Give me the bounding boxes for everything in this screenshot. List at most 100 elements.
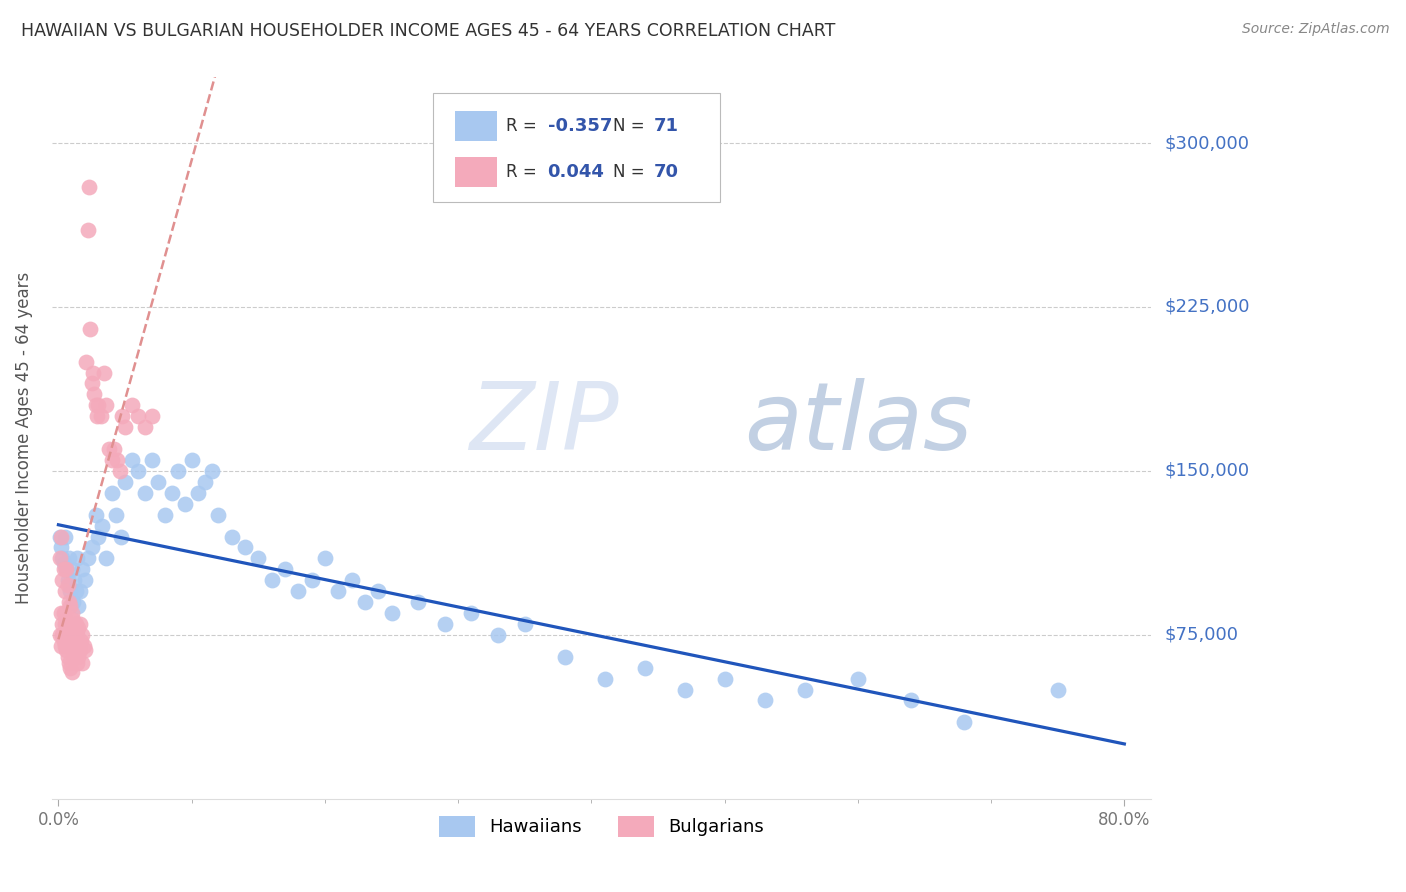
FancyBboxPatch shape	[456, 157, 496, 187]
Point	[1046, 682, 1069, 697]
Point	[72, 657, 94, 671]
Point	[134, 485, 156, 500]
Point	[96, 398, 118, 412]
Point	[900, 693, 922, 707]
Point	[53, 529, 76, 543]
Point	[433, 616, 456, 631]
Point	[180, 453, 202, 467]
Point	[76, 551, 98, 566]
Point	[66, 551, 89, 566]
FancyBboxPatch shape	[433, 94, 720, 202]
Point	[56, 649, 79, 664]
Point	[62, 595, 84, 609]
Point	[114, 420, 136, 434]
Point	[55, 613, 77, 627]
Point	[49, 606, 72, 620]
Point	[62, 613, 84, 627]
Point	[60, 562, 83, 576]
Text: $300,000: $300,000	[1166, 134, 1250, 152]
Point	[513, 616, 536, 631]
Point	[48, 529, 70, 543]
Text: 70: 70	[654, 163, 679, 181]
Point	[328, 584, 350, 599]
Text: -0.357: -0.357	[547, 118, 612, 136]
Point	[58, 657, 80, 671]
Text: N =: N =	[613, 118, 645, 136]
Point	[58, 551, 80, 566]
Point	[110, 529, 132, 543]
Text: $75,000: $75,000	[1166, 626, 1239, 644]
Point	[52, 634, 75, 648]
Point	[62, 643, 84, 657]
FancyBboxPatch shape	[456, 112, 496, 142]
Point	[274, 562, 297, 576]
Point	[52, 562, 75, 576]
Point	[51, 573, 73, 587]
Point	[90, 409, 112, 424]
Point	[77, 179, 100, 194]
Point	[53, 616, 76, 631]
Point	[58, 628, 80, 642]
Point	[314, 551, 336, 566]
Point	[84, 508, 107, 522]
Point	[51, 628, 73, 642]
Point	[100, 485, 122, 500]
Point	[83, 387, 105, 401]
Point	[63, 649, 86, 664]
Point	[713, 672, 735, 686]
Point	[59, 661, 82, 675]
Point	[100, 453, 122, 467]
Text: R =: R =	[506, 163, 537, 181]
Point	[201, 464, 224, 478]
Point	[73, 643, 96, 657]
Point	[63, 573, 86, 587]
Point	[70, 634, 93, 648]
Point	[104, 508, 127, 522]
Point	[59, 599, 82, 614]
Point	[167, 464, 190, 478]
Point	[49, 529, 72, 543]
Point	[67, 599, 90, 614]
Point	[367, 584, 389, 599]
Point	[65, 584, 87, 599]
Point	[56, 573, 79, 587]
Point	[59, 584, 82, 599]
Point	[91, 518, 114, 533]
Point	[247, 551, 270, 566]
Point	[80, 376, 103, 391]
Point	[80, 541, 103, 555]
Y-axis label: Householder Income Ages 45 - 64 years: Householder Income Ages 45 - 64 years	[15, 272, 32, 604]
Point	[56, 621, 79, 635]
Point	[98, 442, 121, 456]
Point	[60, 639, 83, 653]
Point	[65, 616, 87, 631]
Text: HAWAIIAN VS BULGARIAN HOUSEHOLDER INCOME AGES 45 - 64 YEARS CORRELATION CHART: HAWAIIAN VS BULGARIAN HOUSEHOLDER INCOME…	[21, 22, 835, 40]
Text: $150,000: $150,000	[1166, 462, 1250, 480]
Point	[160, 485, 183, 500]
Point	[187, 485, 209, 500]
Point	[55, 562, 77, 576]
Point	[554, 649, 576, 664]
Point	[141, 453, 163, 467]
Point	[72, 628, 94, 642]
Point	[134, 420, 156, 434]
Point	[233, 541, 256, 555]
Point	[76, 223, 98, 237]
Point	[221, 529, 243, 543]
Point	[82, 366, 104, 380]
Point	[55, 643, 77, 657]
Point	[86, 409, 108, 424]
Point	[174, 497, 197, 511]
Point	[72, 562, 94, 576]
Point	[55, 562, 77, 576]
Point	[51, 551, 73, 566]
Point	[79, 322, 101, 336]
Text: ZIP: ZIP	[470, 378, 619, 469]
Point	[51, 616, 73, 631]
Point	[103, 442, 125, 456]
Point	[380, 606, 402, 620]
Point	[105, 453, 128, 467]
Point	[60, 665, 83, 679]
Point	[69, 584, 91, 599]
Point	[634, 661, 657, 675]
